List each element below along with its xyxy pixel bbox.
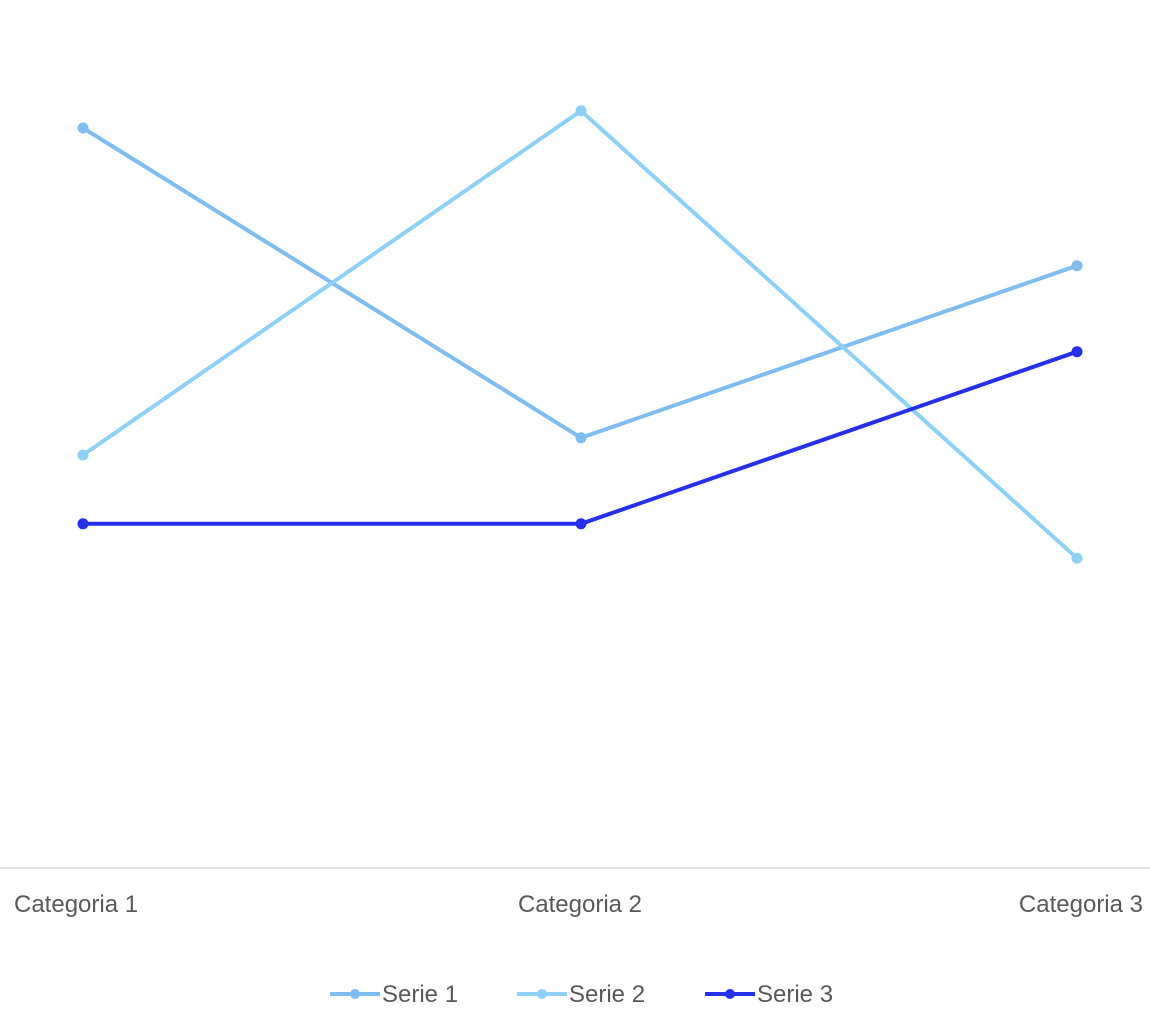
series-2-point [1071,552,1083,564]
series-2-point [77,449,89,461]
legend-label: Serie 2 [569,981,645,1008]
plot-area [0,105,1150,869]
series-1-line [81,126,1079,440]
x-tick-labels: Categoria 1 Categoria 2 Categoria 3 [14,891,1143,918]
x-tick-label: Categoria 3 [1019,891,1143,918]
legend-swatch-marker [725,989,735,999]
legend-swatch-marker [350,989,360,999]
series-3 [77,346,1083,530]
series-3-point [575,518,587,530]
legend-item-2: Serie 2 [517,981,645,1008]
legend-item-3: Serie 3 [705,981,833,1008]
series-3-point [1071,346,1083,358]
series-layer [77,105,1083,564]
series-1-point [1071,260,1083,272]
legend-label: Serie 1 [382,981,458,1008]
series-2-point [575,105,587,117]
series-1 [77,122,1083,444]
legend-item-1: Serie 1 [330,981,458,1008]
series-1-point [575,432,587,444]
x-tick-label: Categoria 1 [14,891,138,918]
series-2-line [81,108,1079,561]
series-2 [77,105,1083,564]
series-3-point [77,518,89,530]
legend-swatch-marker [537,989,547,999]
legend: Serie 1 Serie 2 Serie 3 [330,981,833,1008]
series-1-point [77,122,89,134]
x-tick-label: Categoria 2 [518,891,642,918]
legend-label: Serie 3 [757,981,833,1008]
